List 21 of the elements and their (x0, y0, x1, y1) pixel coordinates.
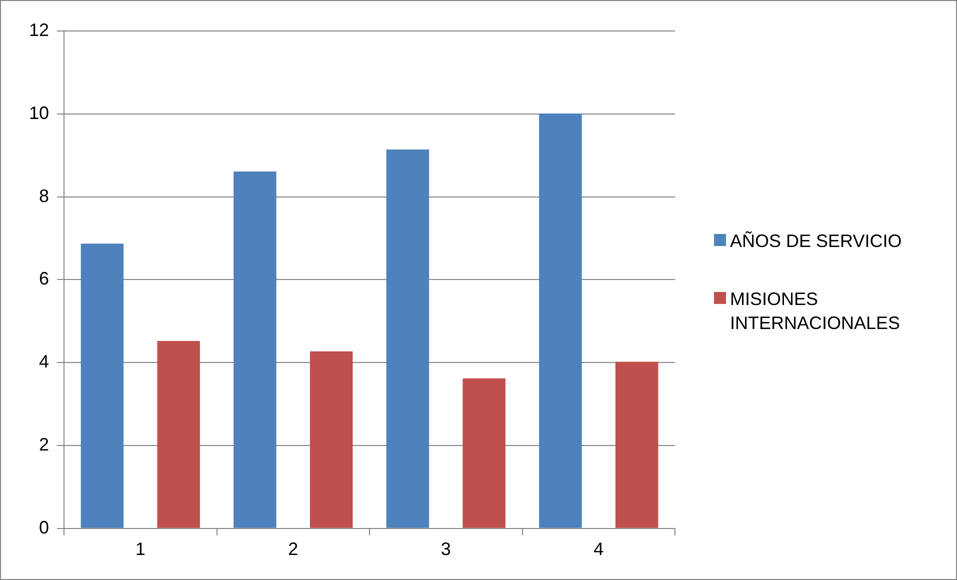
y-tick-label: 2 (39, 434, 50, 454)
bar (615, 362, 658, 528)
legend-label: MISIONES INTERNACIONALES (730, 288, 902, 335)
y-tick-label: 10 (28, 102, 50, 123)
bar (310, 351, 353, 528)
bar (386, 150, 430, 528)
y-tick-label: 4 (39, 352, 50, 372)
x-tick-label: 4 (594, 539, 604, 560)
y-tick-label: 8 (39, 186, 50, 206)
x-tick-label: 2 (288, 539, 298, 560)
bar (539, 113, 582, 528)
y-tick-label: 12 (28, 20, 50, 40)
bar (462, 378, 506, 528)
bar (80, 244, 124, 528)
bar (157, 341, 200, 528)
x-tick-label: 1 (135, 539, 146, 560)
legend-label: AÑOS DE SERVICIO (730, 230, 903, 253)
x-tick-label: 3 (440, 539, 451, 560)
y-tick-label: 0 (39, 517, 50, 538)
y-tick-label: 6 (39, 268, 50, 289)
bar (234, 172, 276, 528)
